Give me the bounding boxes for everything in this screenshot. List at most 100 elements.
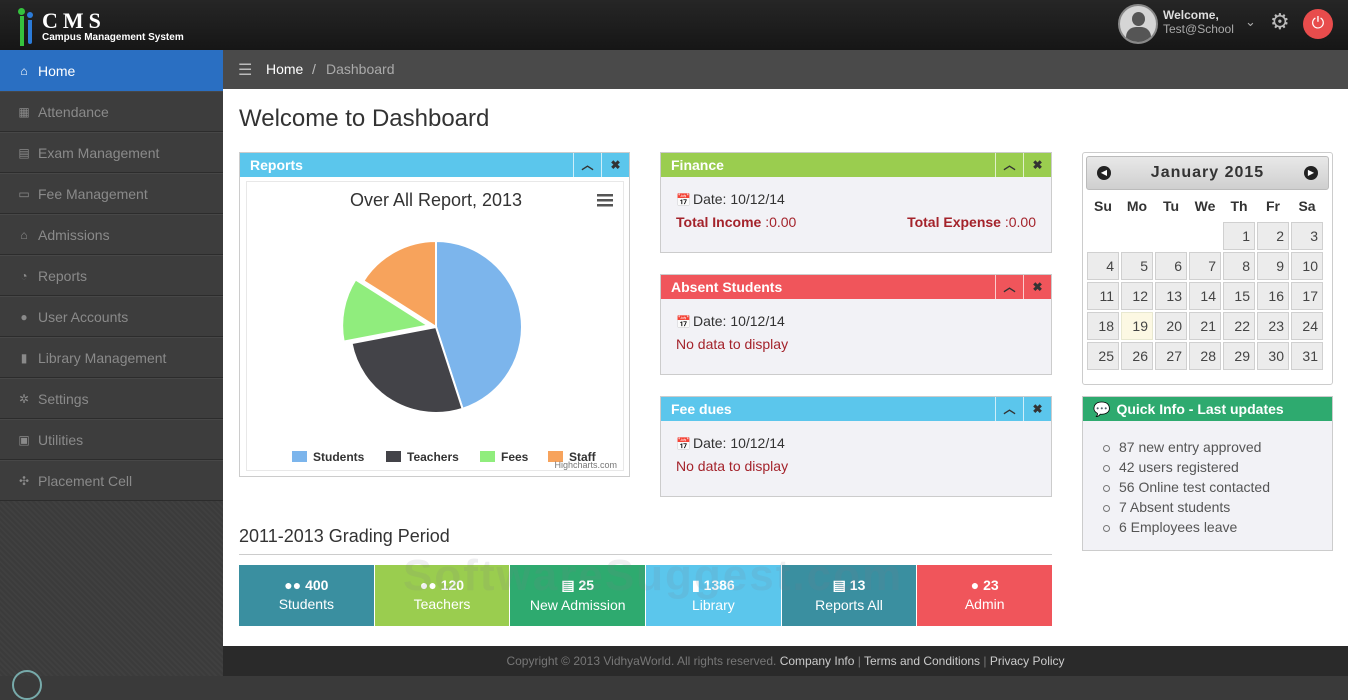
calendar-day[interactable]: 6 (1155, 252, 1187, 280)
collapse-icon[interactable]: ︿ (573, 153, 601, 177)
sidebar-item-user-accounts[interactable]: ● User Accounts (0, 296, 223, 337)
collapse-icon[interactable]: ︿ (995, 153, 1023, 177)
comments-icon: 💬 (1093, 401, 1111, 417)
calendar-day[interactable]: 13 (1155, 282, 1187, 310)
calendar-day[interactable]: 3 (1291, 222, 1323, 250)
sidebar-item-utilities[interactable]: ▣ Utilities (0, 419, 223, 460)
chart-menu-icon[interactable] (597, 194, 613, 207)
app-logo[interactable]: CMS Campus Management System (16, 6, 184, 46)
sidebar-item-placement-cell[interactable]: ✣ Placement Cell (0, 460, 223, 501)
calendar-day[interactable]: 24 (1291, 312, 1323, 340)
close-icon[interactable]: ✖ (1023, 275, 1051, 299)
legend-label-staff[interactable]: Staff (569, 450, 597, 464)
calendar-day[interactable]: 23 (1257, 312, 1289, 340)
legend-swatch-fees[interactable] (480, 451, 495, 462)
calendar-day[interactable]: 8 (1223, 252, 1255, 280)
calendar-day[interactable]: 22 (1223, 312, 1255, 340)
calendar-day[interactable]: 16 (1257, 282, 1289, 310)
calendar-day[interactable]: 25 (1087, 342, 1119, 370)
legend-label-teachers[interactable]: Teachers (407, 450, 459, 464)
calendar-day[interactable]: 18 (1087, 312, 1119, 340)
pie-slice-fees[interactable] (341, 278, 431, 343)
list-icon: ▤ (561, 577, 575, 593)
stat-count: 120 (440, 577, 465, 593)
pie-slice-teachers[interactable] (350, 325, 464, 414)
date-label: Date: (692, 191, 727, 207)
calendar-day[interactable]: 14 (1189, 282, 1221, 310)
pie-slice-staff[interactable] (362, 239, 437, 329)
footer-link-company[interactable]: Company Info (779, 654, 855, 668)
divider (239, 554, 1052, 555)
calendar-day[interactable]: 11 (1087, 282, 1119, 310)
sidebar-item-library-management[interactable]: ▮ Library Management (0, 337, 223, 378)
sidebar-item-exam-management[interactable]: ▤ Exam Management (0, 132, 223, 173)
calendar-day[interactable]: 2 (1257, 222, 1289, 250)
collapse-icon[interactable]: ︿ (995, 397, 1023, 421)
legend-swatch-students[interactable] (292, 451, 307, 462)
calendar-day[interactable]: 12 (1121, 282, 1153, 310)
calendar-day[interactable]: 7 (1189, 252, 1221, 280)
total-income-label: Total Income (676, 214, 762, 230)
calendar-icon: 📅 (676, 437, 691, 451)
briefcase-icon: ▣ (18, 432, 30, 447)
legend-swatch-staff[interactable] (548, 451, 563, 462)
power-icon[interactable]: ⏻ (1303, 9, 1333, 39)
calendar-day[interactable]: 27 (1155, 342, 1187, 370)
breadcrumb-home[interactable]: Home (266, 61, 304, 77)
next-month-icon[interactable]: ▶ (1304, 166, 1318, 180)
close-icon[interactable]: ✖ (601, 153, 629, 177)
calendar-day[interactable]: 31 (1291, 342, 1323, 370)
collapse-icon[interactable]: ︿ (995, 275, 1023, 299)
stat-tile-library[interactable]: ▮ 1386 Library (646, 565, 781, 626)
gears-icon[interactable]: ⚙ (1270, 9, 1290, 34)
close-icon[interactable]: ✖ (1023, 397, 1051, 421)
calendar-day[interactable]: 21 (1189, 312, 1221, 340)
calendar-day[interactable]: 29 (1223, 342, 1255, 370)
prev-month-icon[interactable]: ◀ (1097, 166, 1111, 180)
absent-panel-title: Absent Students (671, 279, 783, 295)
sidebar-bottom-icon[interactable] (12, 670, 42, 700)
stat-tile-teachers[interactable]: ●● 120 Teachers (374, 565, 510, 626)
user-avatar-icon[interactable] (1118, 4, 1158, 44)
pie-slice-students[interactable] (435, 239, 523, 411)
calendar-day-today[interactable]: 19 (1121, 312, 1153, 340)
menu-toggle-icon[interactable]: ☰ (238, 62, 253, 79)
sidebar-item-fee-management[interactable]: ▭ Fee Management (0, 173, 223, 214)
stat-tile-students[interactable]: ●● 400 Students (239, 565, 374, 626)
stat-tile-reports-all[interactable]: ▤ 13 Reports All (781, 565, 917, 626)
calendar-day[interactable]: 30 (1257, 342, 1289, 370)
legend-label-fees[interactable]: Fees (501, 450, 529, 464)
legend-label-students[interactable]: Students (313, 450, 365, 464)
stat-label: Students (278, 596, 334, 612)
stat-tiles: ●● 400 Students ●● 120 Teachers ▤ 25 New Admi… (239, 565, 1053, 626)
stat-tile-new-admission[interactable]: ▤ 25 New Admission (510, 565, 646, 626)
sidebar-item-settings[interactable]: ✲ Settings (0, 378, 223, 419)
sidebar-item-home[interactable]: ⌂ Home (0, 50, 223, 91)
file-icon: ▤ (18, 145, 30, 160)
quick-info-header: 💬 Quick Info - Last updates (1083, 397, 1332, 421)
calendar-day[interactable]: 9 (1257, 252, 1289, 280)
calendar-day[interactable]: 28 (1189, 342, 1221, 370)
calendar-day[interactable]: 4 (1087, 252, 1119, 280)
grading-title: 2011-2013 Grading Period (239, 526, 450, 546)
sidebar-item-admissions[interactable]: ⌂ Admissions (0, 214, 223, 255)
footer-link-privacy[interactable]: Privacy Policy (989, 654, 1065, 668)
chart-credit[interactable]: Highcharts.com (554, 460, 617, 470)
calendar-day[interactable]: 15 (1223, 282, 1255, 310)
chevron-down-icon[interactable]: ⌄ (1245, 14, 1256, 29)
calendar-day[interactable]: 17 (1291, 282, 1323, 310)
book-icon: ▮ (20, 350, 28, 365)
fee-dues-panel: Fee dues ︿ ✖ 📅 Date: 10/12/14 No data to … (660, 396, 1052, 497)
stat-tile-admin[interactable]: ● 23 Admin (917, 565, 1053, 626)
calendar-day[interactable]: 20 (1155, 312, 1187, 340)
legend-swatch-teachers[interactable] (386, 451, 401, 462)
logo-dot (18, 8, 25, 15)
footer-link-terms[interactable]: Terms and Conditions (863, 654, 981, 668)
close-icon[interactable]: ✖ (1023, 153, 1051, 177)
sidebar-item-reports[interactable]: ◔ Reports (0, 255, 223, 296)
calendar-day[interactable]: 5 (1121, 252, 1153, 280)
calendar-day[interactable]: 26 (1121, 342, 1153, 370)
calendar-day[interactable]: 10 (1291, 252, 1323, 280)
sidebar-item-attendance[interactable]: ▦ Attendance (0, 91, 223, 132)
calendar-day[interactable]: 1 (1223, 222, 1255, 250)
